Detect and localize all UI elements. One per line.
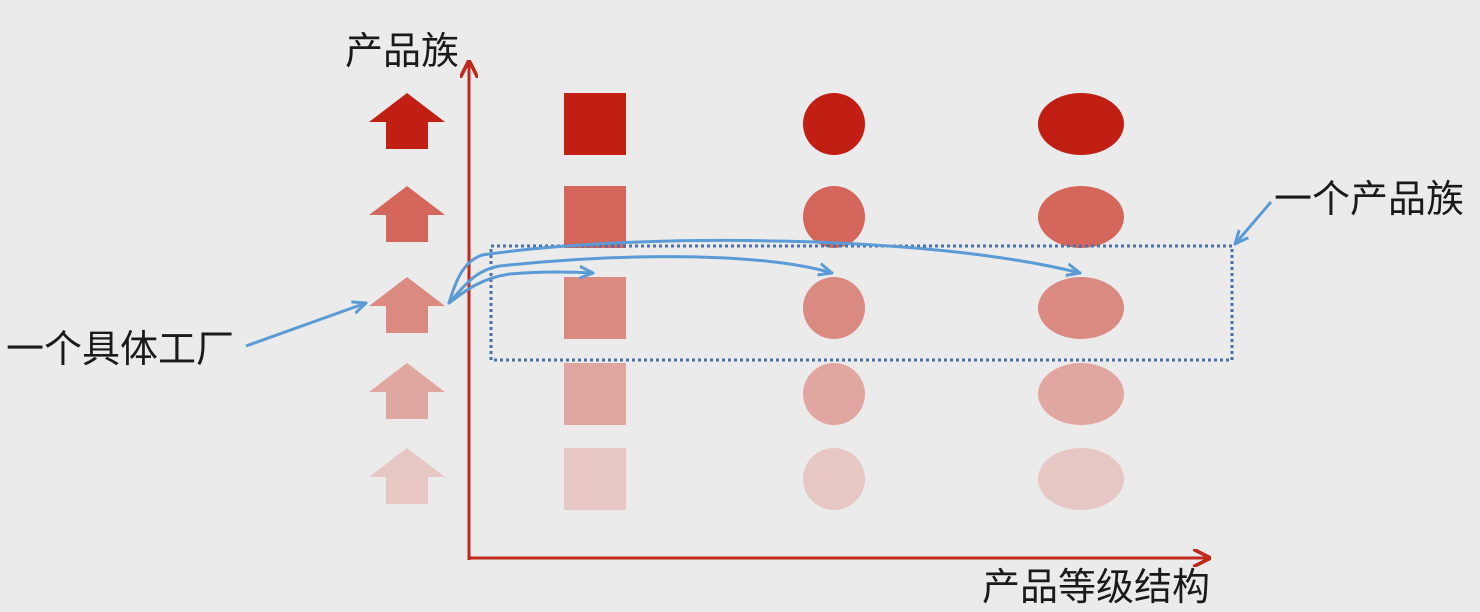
y-axis-label: 产品族 xyxy=(345,29,460,73)
square-product-1 xyxy=(564,93,626,155)
factory-arrow-icon-5 xyxy=(369,448,445,504)
product-family-highlight-box xyxy=(489,244,1234,362)
product-family-label: 一个产品族 xyxy=(1274,177,1465,221)
factory-callout-arrow xyxy=(245,303,366,348)
circle-product-2 xyxy=(803,186,865,248)
circle-product-1 xyxy=(803,93,865,155)
x-axis-label: 产品等级结构 xyxy=(982,565,1211,609)
circle-product-4 xyxy=(803,363,865,425)
ellipse-product-5 xyxy=(1038,448,1124,510)
factory-arrow-icon-4 xyxy=(369,363,445,419)
concrete-factory-label: 一个具体工厂 xyxy=(6,327,235,371)
ellipse-product-3 xyxy=(1038,277,1124,339)
factory-arrow-icon-2 xyxy=(369,186,445,242)
square-product-5 xyxy=(564,448,626,510)
connector-to-square xyxy=(447,272,593,305)
factory-connectors xyxy=(447,238,1080,305)
circle-product-3 xyxy=(803,277,865,339)
ellipse-product-2 xyxy=(1038,186,1124,248)
connector-to-circle xyxy=(447,255,832,305)
factory-arrow-icon-3 xyxy=(369,277,445,333)
square-product-4 xyxy=(564,363,626,425)
ellipse-product-4 xyxy=(1038,363,1124,425)
family-callout-arrow xyxy=(1235,201,1273,244)
shape-grid xyxy=(369,93,1124,510)
circle-product-5 xyxy=(803,448,865,510)
square-product-2 xyxy=(564,186,626,248)
ellipse-product-1 xyxy=(1038,93,1124,155)
square-product-3 xyxy=(564,277,626,339)
factory-arrow-icon-1 xyxy=(369,93,445,149)
connector-to-ellipse xyxy=(447,238,1080,305)
